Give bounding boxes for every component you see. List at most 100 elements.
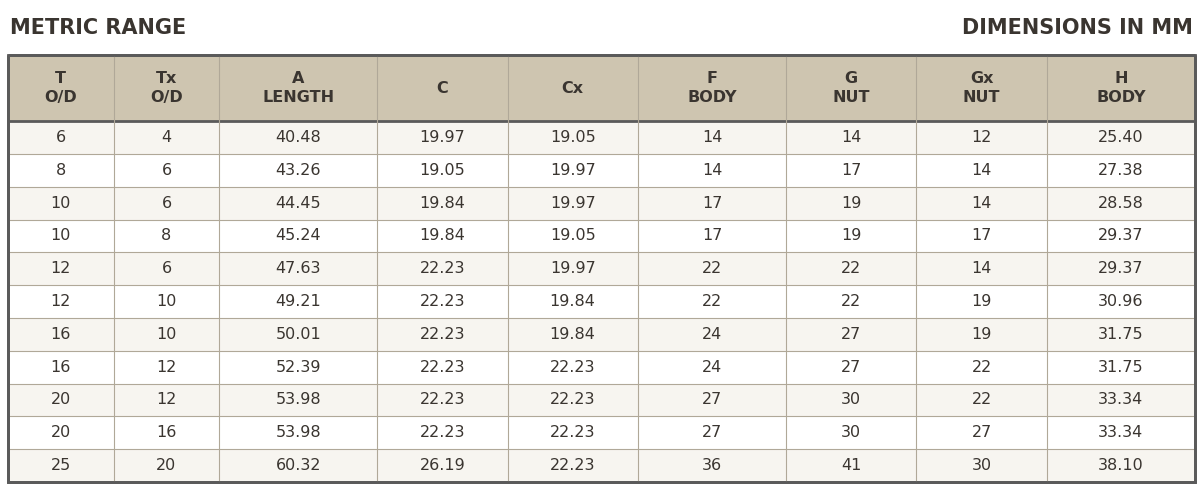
Bar xyxy=(8,187,1195,220)
Text: 14: 14 xyxy=(972,163,991,178)
Text: Cx: Cx xyxy=(562,80,583,96)
Text: 27: 27 xyxy=(701,392,722,408)
Text: 27: 27 xyxy=(701,425,722,441)
Text: 17: 17 xyxy=(841,163,861,178)
Text: 47.63: 47.63 xyxy=(275,261,321,276)
Text: 19.05: 19.05 xyxy=(550,228,595,244)
Text: 22.23: 22.23 xyxy=(550,360,595,375)
Text: 22.23: 22.23 xyxy=(420,392,466,408)
Text: 53.98: 53.98 xyxy=(275,425,321,441)
Text: 19.05: 19.05 xyxy=(420,163,466,178)
Text: 36: 36 xyxy=(701,458,722,473)
Text: 20: 20 xyxy=(156,458,177,473)
Bar xyxy=(8,220,1195,252)
Text: 14: 14 xyxy=(841,130,861,145)
Text: 33.34: 33.34 xyxy=(1098,392,1144,408)
Text: 27: 27 xyxy=(841,360,861,375)
Text: 12: 12 xyxy=(156,360,177,375)
Text: 24: 24 xyxy=(701,360,722,375)
Text: 52.39: 52.39 xyxy=(275,360,321,375)
Text: 19: 19 xyxy=(972,327,991,342)
Text: 43.26: 43.26 xyxy=(275,163,321,178)
Text: H
BODY: H BODY xyxy=(1096,71,1145,105)
Text: 31.75: 31.75 xyxy=(1098,360,1144,375)
Bar xyxy=(8,154,1195,187)
Text: 8: 8 xyxy=(55,163,66,178)
Text: 6: 6 xyxy=(161,196,172,211)
Text: 53.98: 53.98 xyxy=(275,392,321,408)
Text: A
LENGTH: A LENGTH xyxy=(262,71,334,105)
Text: 6: 6 xyxy=(55,130,66,145)
Text: 10: 10 xyxy=(51,196,71,211)
Text: 20: 20 xyxy=(51,392,71,408)
Text: 50.01: 50.01 xyxy=(275,327,321,342)
Text: 16: 16 xyxy=(51,360,71,375)
Text: 19.84: 19.84 xyxy=(420,228,466,244)
Text: 17: 17 xyxy=(701,196,722,211)
Text: 44.45: 44.45 xyxy=(275,196,321,211)
Text: G
NUT: G NUT xyxy=(832,71,870,105)
Bar xyxy=(8,416,1195,449)
Text: 12: 12 xyxy=(972,130,991,145)
Text: 8: 8 xyxy=(161,228,172,244)
Text: 19.84: 19.84 xyxy=(550,294,595,309)
Text: 33.34: 33.34 xyxy=(1098,425,1144,441)
Text: 16: 16 xyxy=(51,327,71,342)
Text: 14: 14 xyxy=(701,163,722,178)
Text: 19.05: 19.05 xyxy=(550,130,595,145)
Text: 45.24: 45.24 xyxy=(275,228,321,244)
Text: 10: 10 xyxy=(156,294,177,309)
Text: 19.97: 19.97 xyxy=(550,261,595,276)
Text: 25: 25 xyxy=(51,458,71,473)
Text: 22: 22 xyxy=(972,360,991,375)
Text: 22: 22 xyxy=(841,294,861,309)
Text: 30: 30 xyxy=(841,392,861,408)
Text: 12: 12 xyxy=(156,392,177,408)
Text: 19: 19 xyxy=(841,196,861,211)
Text: 30: 30 xyxy=(841,425,861,441)
Text: 30.96: 30.96 xyxy=(1098,294,1144,309)
Text: 22.23: 22.23 xyxy=(420,360,466,375)
Text: 19.84: 19.84 xyxy=(550,327,595,342)
Bar xyxy=(8,121,1195,154)
Bar xyxy=(8,285,1195,318)
Bar xyxy=(8,55,1195,482)
Text: Tx
O/D: Tx O/D xyxy=(150,71,183,105)
Text: 22: 22 xyxy=(701,294,722,309)
Text: 19.97: 19.97 xyxy=(420,130,466,145)
Text: 30: 30 xyxy=(972,458,991,473)
Text: 4: 4 xyxy=(161,130,172,145)
Text: 10: 10 xyxy=(51,228,71,244)
Text: 22.23: 22.23 xyxy=(550,458,595,473)
Bar xyxy=(8,252,1195,285)
Text: 12: 12 xyxy=(51,294,71,309)
Bar xyxy=(8,55,1195,121)
Text: 22.23: 22.23 xyxy=(550,425,595,441)
Text: DIMENSIONS IN MM: DIMENSIONS IN MM xyxy=(962,18,1193,38)
Text: 31.75: 31.75 xyxy=(1098,327,1144,342)
Text: METRIC RANGE: METRIC RANGE xyxy=(10,18,186,38)
Text: 22.23: 22.23 xyxy=(420,327,466,342)
Text: 41: 41 xyxy=(841,458,861,473)
Text: 38.10: 38.10 xyxy=(1098,458,1144,473)
Text: 20: 20 xyxy=(51,425,71,441)
Text: 49.21: 49.21 xyxy=(275,294,321,309)
Text: 29.37: 29.37 xyxy=(1098,261,1144,276)
Bar xyxy=(8,351,1195,384)
Text: T
O/D: T O/D xyxy=(45,71,77,105)
Text: 28.58: 28.58 xyxy=(1098,196,1144,211)
Text: 29.37: 29.37 xyxy=(1098,228,1144,244)
Text: 22.23: 22.23 xyxy=(550,392,595,408)
Text: C: C xyxy=(437,80,449,96)
Text: 22.23: 22.23 xyxy=(420,261,466,276)
Text: 12: 12 xyxy=(51,261,71,276)
Text: 14: 14 xyxy=(972,261,991,276)
Text: 6: 6 xyxy=(161,163,172,178)
Text: 19: 19 xyxy=(841,228,861,244)
Text: 17: 17 xyxy=(701,228,722,244)
Text: 14: 14 xyxy=(701,130,722,145)
Bar xyxy=(8,384,1195,416)
Text: 40.48: 40.48 xyxy=(275,130,321,145)
Text: 16: 16 xyxy=(156,425,177,441)
Text: 22.23: 22.23 xyxy=(420,294,466,309)
